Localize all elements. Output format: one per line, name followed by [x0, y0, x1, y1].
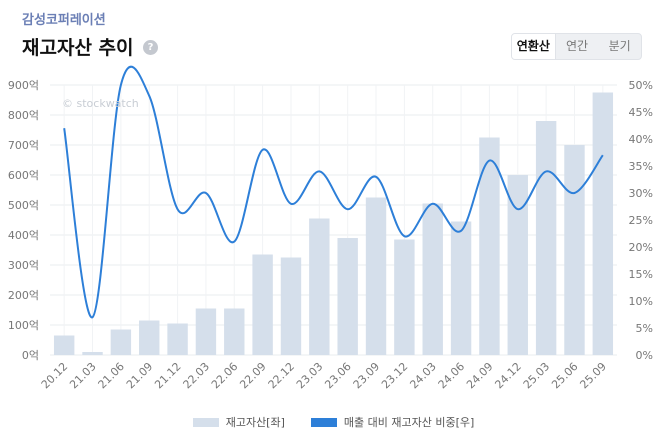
bar: [450, 221, 472, 355]
x-tick-label: 24.09: [464, 360, 495, 391]
page-title: 재고자산 추이: [22, 37, 134, 59]
y-right-tick-label: 0%: [636, 349, 653, 362]
x-tick-label: 22.03: [181, 360, 212, 391]
help-icon[interactable]: ?: [143, 40, 158, 55]
tab-annualized[interactable]: 연환산: [512, 34, 556, 59]
y-left-tick-label: 200억: [8, 289, 39, 302]
bar: [337, 238, 358, 355]
x-tick-label: 22.12: [266, 360, 297, 391]
bar: [139, 320, 160, 355]
x-tick-label: 24.06: [436, 360, 467, 391]
y-left-tick-label: 0억: [22, 349, 39, 362]
x-tick-label: 23.03: [294, 360, 325, 391]
y-left-tick-label: 400억: [8, 229, 39, 242]
x-tick-label: 22.06: [209, 360, 240, 391]
x-tick-label: 24.12: [492, 360, 523, 391]
legend-bar-label: 재고자산[좌]: [225, 416, 285, 429]
y-left-tick-label: 300억: [8, 259, 39, 272]
bar: [422, 203, 443, 355]
y-left-tick-label: 100억: [8, 319, 39, 332]
y-right-tick-label: 40%: [629, 133, 653, 146]
y-right-tick-label: 10%: [629, 295, 653, 308]
x-tick-label: 21.09: [124, 360, 155, 391]
bar: [53, 335, 75, 355]
y-right-tick-label: 25%: [629, 214, 653, 227]
x-tick-label: 23.06: [322, 360, 353, 391]
bar: [167, 323, 188, 355]
x-tick-label: 23.12: [379, 360, 410, 391]
legend-line-label: 매출 대비 재고자산 비중[우]: [343, 416, 475, 429]
legend: 재고자산[좌] 매출 대비 재고자산 비중[우]: [0, 414, 667, 430]
y-right-tick-label: 50%: [629, 79, 653, 92]
y-right-tick-label: 35%: [629, 160, 653, 173]
bar: [535, 121, 557, 355]
bar: [365, 197, 387, 355]
bar: [309, 218, 330, 355]
y-right-tick-label: 45%: [629, 106, 653, 119]
x-tick-label: 21.03: [67, 360, 98, 391]
legend-line[interactable]: 매출 대비 재고자산 비중[우]: [310, 414, 475, 430]
bar: [507, 175, 528, 355]
legend-line-swatch: [310, 417, 337, 427]
tab-quarterly[interactable]: 분기: [608, 39, 631, 53]
x-tick-label: 21.06: [96, 360, 127, 391]
legend-bar-swatch: [192, 417, 219, 427]
bar: [110, 329, 132, 355]
period-tabs: 연환산 연간 분기: [511, 33, 642, 60]
x-tick-label: 25.06: [549, 360, 580, 391]
x-tick-label: 23.09: [351, 360, 382, 391]
bar: [82, 352, 103, 355]
y-right-tick-label: 30%: [629, 187, 653, 200]
legend-bar[interactable]: 재고자산[좌]: [192, 414, 285, 430]
y-left-tick-label: 500억: [8, 199, 39, 212]
x-tick-label: 21.12: [152, 360, 183, 391]
y-left-tick-label: 800억: [8, 109, 39, 122]
y-right-tick-label: 20%: [629, 241, 653, 254]
tab-annual[interactable]: 연간: [565, 39, 589, 53]
x-tick-label: 25.03: [521, 360, 552, 391]
y-left-tick-label: 900억: [8, 79, 39, 92]
bar: [224, 308, 245, 355]
bar: [592, 92, 614, 355]
y-left-tick-label: 700억: [8, 139, 39, 152]
x-tick-label: 25.09: [577, 360, 608, 391]
bar: [280, 257, 302, 355]
bar: [195, 308, 217, 355]
x-tick-label: 22.09: [237, 360, 268, 391]
bar: [394, 239, 415, 355]
company-name: 감성코퍼레이션: [22, 13, 106, 28]
bar: [252, 254, 273, 355]
y-right-tick-label: 15%: [629, 268, 653, 281]
ratio-line: [63, 65, 604, 319]
y-left-tick-label: 600억: [8, 169, 39, 182]
watermark: © stockwatch: [62, 97, 139, 110]
bar: [479, 137, 500, 355]
x-tick-label: 20.12: [39, 360, 70, 391]
bar: [564, 145, 585, 355]
x-tick-label: 24.03: [407, 360, 438, 391]
y-right-tick-label: 5%: [636, 322, 653, 335]
